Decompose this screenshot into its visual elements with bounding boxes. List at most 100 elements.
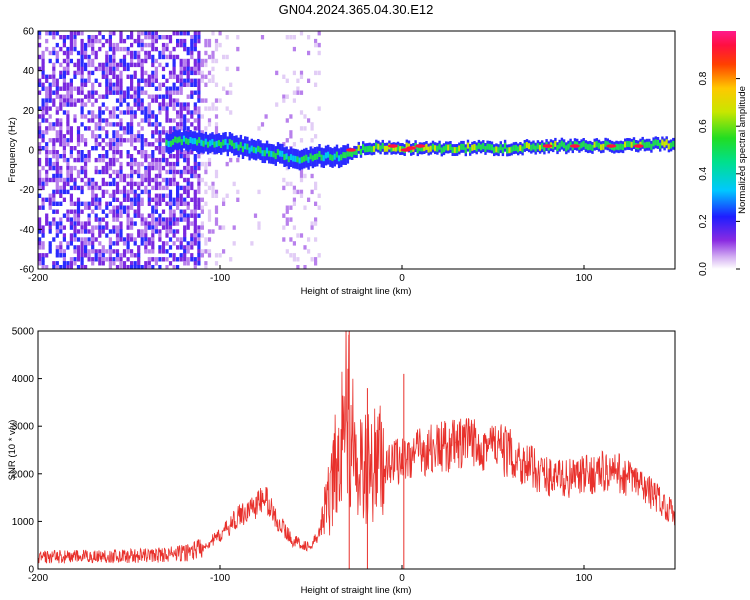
- spectrogram-cell: [299, 74, 304, 79]
- spectrogram-cell: [108, 54, 112, 60]
- x-tick-label: -200: [28, 573, 48, 584]
- spectrogram-cell: [140, 38, 144, 44]
- spectrogram-cell: [179, 66, 183, 72]
- spectrogram-cell: [73, 118, 77, 123]
- spectrogram-cell: [133, 157, 137, 163]
- signal-core: [357, 144, 360, 151]
- spectrogram-cell: [204, 241, 208, 246]
- spectrogram-cell: [59, 118, 63, 123]
- spectrogram-cell: [214, 221, 219, 226]
- spectrogram-cell: [193, 35, 197, 40]
- spectrogram-cell: [112, 110, 116, 115]
- spectrogram-cell: [98, 142, 102, 147]
- spectrogram-cell: [190, 185, 194, 191]
- signal-core: [447, 144, 450, 151]
- spectrogram-cell: [80, 31, 84, 36]
- spectrogram-cell: [91, 245, 95, 250]
- spectrogram-cell: [55, 249, 59, 254]
- spectrogram-cell: [108, 86, 112, 91]
- spectrogram-cell: [140, 118, 144, 123]
- signal-core: [626, 141, 629, 147]
- spectrogram-cell: [80, 157, 84, 163]
- spectrogram-cell: [307, 237, 311, 242]
- spectrogram-cell: [147, 42, 151, 48]
- spectrogram-cell: [140, 31, 144, 36]
- spectrogram-cell: [73, 185, 77, 191]
- spectrogram-cell: [38, 217, 42, 222]
- spectrogram-cell: [66, 261, 70, 266]
- y-tick-label: -40: [20, 225, 35, 236]
- spectrogram-cell: [296, 257, 300, 262]
- spectrogram-cell: [45, 46, 49, 52]
- spectrogram-cell: [176, 245, 180, 250]
- spectrogram-cell: [112, 70, 116, 76]
- signal-peak: [606, 144, 617, 148]
- x-tick-label: -100: [210, 273, 230, 284]
- spectrogram-cell: [108, 173, 112, 179]
- spectrogram-cell: [94, 205, 98, 210]
- signal-core: [191, 138, 194, 145]
- spectrogram-cell: [168, 94, 173, 99]
- spectrogram-cell: [105, 205, 109, 210]
- spectrogram-cell: [98, 225, 102, 230]
- spectrogram-cell: [101, 189, 105, 195]
- spectrogram-cell: [151, 38, 155, 44]
- spectrogram-cell: [105, 233, 109, 238]
- spectrogram-cell: [158, 201, 162, 206]
- spectrogram-cell: [105, 66, 109, 72]
- spectrogram-cell: [137, 209, 141, 214]
- spectrogram-cell: [52, 237, 56, 242]
- signal-core: [589, 143, 592, 150]
- spectrogram-cell: [38, 241, 42, 246]
- spectrogram-cell: [140, 138, 144, 143]
- spectrogram-cell: [115, 74, 120, 79]
- spectrogram-cell: [115, 62, 120, 68]
- x-tick-label: 100: [576, 273, 593, 284]
- spectrogram-cell: [69, 138, 73, 143]
- spectrogram-cell: [151, 217, 155, 222]
- spectrogram-cell: [176, 126, 180, 131]
- spectrogram-cell: [48, 90, 52, 95]
- spectrogram-cell: [207, 157, 212, 163]
- spectrogram-cell: [183, 225, 187, 230]
- spectrogram-cell: [197, 38, 201, 44]
- spectrogram-cell: [119, 150, 123, 155]
- signal-core: [429, 145, 433, 152]
- signal-core: [497, 147, 500, 154]
- spectrogram-cell: [73, 102, 77, 107]
- signal-core: [521, 146, 524, 153]
- spectrogram-cell: [55, 165, 59, 171]
- spectrogram-cell: [292, 46, 296, 52]
- spectrogram-cell: [137, 94, 141, 99]
- spectrogram-cell: [94, 185, 98, 191]
- spectrogram-cell: [94, 165, 98, 171]
- spectrogram-cell: [144, 241, 148, 246]
- spectrogram-cell: [38, 173, 42, 179]
- spectrogram-cell: [193, 209, 197, 214]
- spectrogram-cell: [48, 201, 52, 206]
- spectrogram-cell: [292, 201, 296, 206]
- signal-core: [174, 136, 177, 143]
- spectrogram-cell: [98, 126, 102, 131]
- spectrogram-cell: [94, 201, 98, 206]
- spectrogram-cell: [130, 134, 134, 139]
- spectrogram-cell: [214, 58, 219, 64]
- spectrogram-cell: [151, 161, 155, 167]
- spectrogram-cell: [87, 126, 91, 131]
- spectrogram-cell: [80, 249, 84, 254]
- spectrogram-cell: [207, 253, 212, 258]
- spectrogram-cell: [80, 78, 84, 83]
- spectrogram-cell: [59, 177, 63, 183]
- signal-core: [630, 141, 633, 148]
- signal-core: [283, 154, 286, 161]
- spectrogram-cell: [115, 114, 120, 119]
- spectrogram-cell: [168, 90, 173, 95]
- spectrogram-cell: [105, 78, 109, 83]
- snr-xlabel: Height of straight line (km): [301, 585, 412, 596]
- spectrogram-cell: [225, 161, 229, 167]
- spectrogram-cell: [183, 31, 187, 36]
- spectrogram-cell: [115, 189, 120, 195]
- spectrogram-cell: [38, 181, 42, 187]
- signal-core: [624, 141, 627, 148]
- spectrogram-cell: [158, 150, 162, 155]
